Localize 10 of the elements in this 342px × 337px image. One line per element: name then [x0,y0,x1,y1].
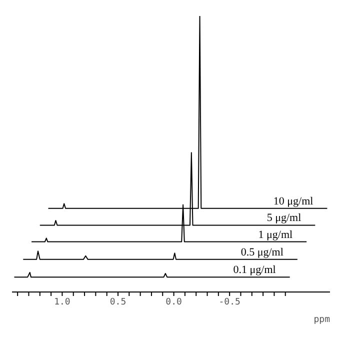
series-label: 0.5 μg/ml [240,246,284,258]
x-tick-label: 1.0 [54,297,70,308]
x-axis-title: ppm [314,315,330,325]
series-label: 0.1 μg/ml [233,264,276,276]
series-label: 10 μg/ml [273,195,314,208]
x-tick-label: 0.0 [166,297,182,308]
series-label: 5 μg/ml [266,212,302,224]
x-tick-label: 0.5 [110,297,126,308]
series-label: 1 μg/ml [258,228,293,241]
x-tick-label: -0.5 [218,297,240,308]
